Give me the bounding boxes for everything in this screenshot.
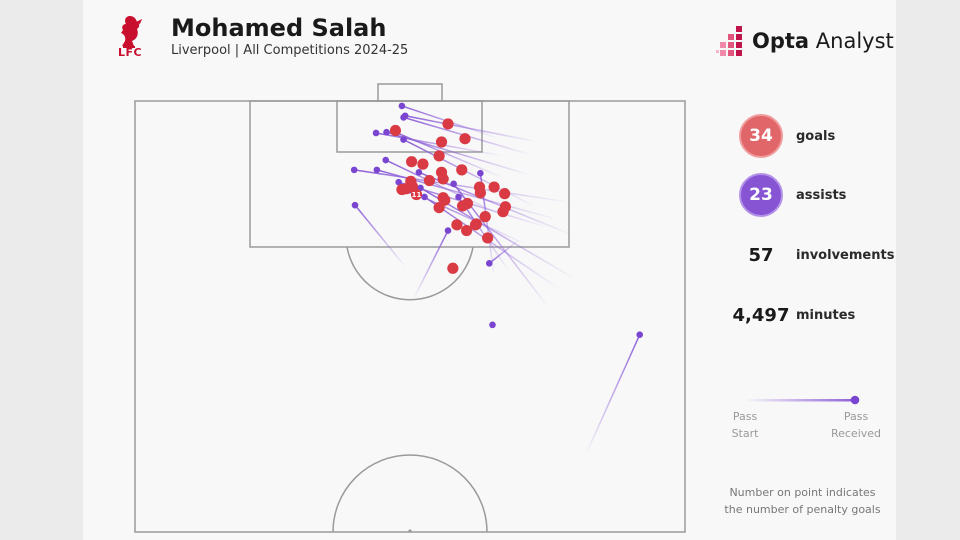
- penalty-note: Number on point indicates the number of …: [705, 484, 900, 518]
- legend-end-label: Pass Received: [824, 408, 888, 442]
- assists-count-badge: 23: [739, 173, 783, 217]
- assist-pass-line: [405, 115, 539, 143]
- legend-pass-line: [745, 399, 855, 402]
- brand-name-bold: Opta: [752, 29, 810, 53]
- assist-pass-line: [584, 334, 641, 456]
- goal-point: [497, 206, 509, 218]
- goal-point: [423, 174, 436, 187]
- club-badge-text: LFC: [117, 46, 143, 59]
- goal-point: [456, 164, 468, 176]
- centre-spot: [408, 529, 412, 533]
- legend-end-line2: Received: [830, 427, 882, 440]
- assist-pass-line: [403, 138, 536, 208]
- goal-point: [482, 232, 494, 244]
- penalty-note-line1: Number on point indicates: [729, 486, 876, 499]
- goal-point: [474, 187, 486, 199]
- assists-stat: 23 assists: [735, 173, 935, 217]
- minutes-value: 4,497: [732, 304, 790, 326]
- assist-point: [485, 260, 493, 267]
- assist-point: [382, 156, 390, 164]
- assist-pass-line: [424, 196, 560, 290]
- involvements-stat: 57 involvements: [735, 233, 935, 277]
- penalty-note-line2: the number of penalty goals: [724, 503, 881, 516]
- legend-start-line1: Pass: [732, 410, 758, 423]
- assist-point: [383, 128, 390, 136]
- goals-count-badge: 34: [739, 114, 783, 158]
- assist-point: [455, 193, 462, 201]
- opta-logo-icon: [716, 26, 742, 56]
- goal-layer: 11: [389, 118, 512, 274]
- goal-point: [406, 156, 418, 168]
- assist-point: [373, 166, 381, 174]
- goal-frame: [377, 83, 443, 102]
- penalty-goal-count-label: 11: [412, 191, 422, 199]
- goals-stat: 34 goals: [735, 114, 935, 158]
- assist-pass-line: [488, 238, 520, 264]
- assist-point: [421, 193, 428, 201]
- legend-start-line2: Start: [731, 427, 759, 440]
- assist-pass-line: [412, 230, 449, 300]
- involvements-value: 57: [748, 244, 774, 266]
- assist-point: [372, 129, 380, 137]
- legend-end-line1: Pass: [843, 410, 869, 423]
- goal-point: [417, 158, 429, 170]
- goal-point: [433, 202, 445, 214]
- assist-point: [350, 166, 358, 174]
- assist-point: [398, 102, 406, 110]
- penalty-box: [249, 100, 570, 248]
- goals-label: goals: [796, 128, 836, 144]
- assist-point: [415, 169, 423, 176]
- assist-point: [395, 178, 402, 186]
- assist-point: [477, 169, 484, 177]
- assist-layer: [350, 102, 644, 456]
- assist-point: [400, 114, 407, 121]
- brand-logo-text: Opta Analyst: [752, 29, 894, 53]
- goal-point: [456, 200, 469, 212]
- legend-pass-dot: [850, 395, 860, 405]
- goal-point: [461, 224, 473, 237]
- goal-point: [437, 173, 449, 185]
- goal-point: [499, 188, 511, 200]
- assist-pass-line: [354, 204, 407, 268]
- liverbird-crest-icon: [121, 16, 142, 48]
- goal-point: [488, 181, 500, 193]
- assist-point: [351, 201, 359, 209]
- goal-point: [459, 133, 471, 145]
- chart-card: [83, 0, 896, 540]
- legend-start-label: Pass Start: [722, 408, 768, 442]
- minutes-stat: 4,497 minutes: [731, 293, 931, 337]
- assist-point: [444, 227, 452, 234]
- brand-name-rest: Analyst: [809, 29, 894, 53]
- minutes-label: minutes: [796, 307, 856, 323]
- assist-pass-line: [354, 169, 573, 204]
- goal-point: [435, 136, 448, 148]
- goal-point: [389, 124, 402, 137]
- involvements-label: involvements: [796, 247, 895, 263]
- assist-pass-line: [376, 169, 560, 221]
- assist-point: [400, 136, 407, 143]
- assist-point: [636, 331, 644, 339]
- assist-pass-line: [395, 131, 505, 179]
- penalty-arc: [346, 246, 474, 301]
- centre-circle: [332, 454, 488, 533]
- goal-point: [433, 150, 445, 162]
- assists-label: assists: [796, 187, 847, 203]
- goal-point: [479, 211, 491, 223]
- chart-title: Mohamed Salah: [171, 14, 387, 42]
- goal-point: [451, 219, 463, 231]
- goal-point: [405, 175, 417, 187]
- goal-point: [442, 118, 454, 130]
- chart-subtitle: Liverpool | All Competitions 2024-25: [171, 43, 409, 58]
- goal-point: [447, 262, 459, 274]
- assist-point: [489, 321, 496, 329]
- goal-point: [469, 219, 482, 231]
- pitch-markings: [134, 83, 686, 533]
- assist-point: [450, 180, 457, 188]
